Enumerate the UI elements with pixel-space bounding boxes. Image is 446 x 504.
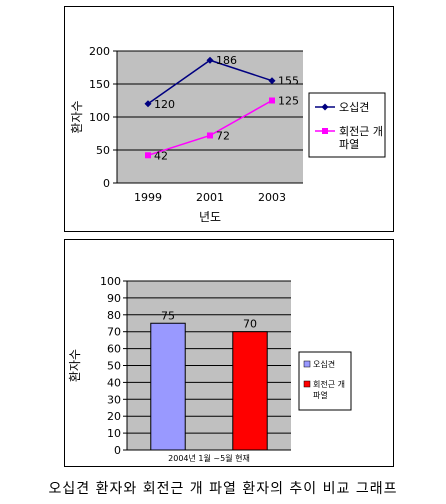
y-axis-label: 환자수 — [70, 100, 84, 133]
bar-chart-panel: 0 10 20 30 40 50 60 70 80 90 100 75 70 2004년 1월 ~5월 현… — [64, 239, 394, 467]
y-axis-label: 환자수 — [68, 349, 82, 382]
y-tick-label: 50 — [107, 360, 121, 373]
y-tick-label: 40 — [107, 376, 121, 389]
data-label: 75 — [161, 309, 175, 322]
data-point — [268, 77, 276, 85]
data-label: 120 — [154, 98, 175, 111]
legend-label: 오십견 — [313, 359, 335, 369]
legend-swatch — [303, 380, 311, 388]
y-tick-label: 50 — [96, 144, 110, 157]
legend-label: 파열 — [339, 138, 359, 151]
data-point — [144, 100, 152, 108]
data-label: 70 — [243, 318, 257, 331]
bar — [150, 322, 186, 451]
data-point — [206, 56, 214, 64]
legend-label: 파열 — [313, 391, 328, 400]
x-axis-label: 2004년 1월 ~5월 현재 — [168, 453, 250, 463]
data-point — [145, 152, 151, 159]
y-tick-label: 0 — [103, 177, 110, 190]
data-label: 155 — [278, 75, 299, 88]
legend-swatch — [303, 360, 311, 368]
legend-marker — [321, 103, 329, 111]
line-chart-panel: 0 50 100 150 200 1999 2001 2003 년도 환자수 120 186 155 42… — [64, 6, 394, 232]
figure-caption: 오십견 환자와 회전근 개 파열 환자의 추이 비교 그래프 — [48, 481, 398, 497]
y-tick-label: 0 — [114, 444, 121, 457]
y-tick-label: 70 — [107, 326, 121, 339]
x-tick-label: 1999 — [134, 191, 162, 204]
data-point — [207, 132, 213, 139]
y-tick-label: 150 — [89, 78, 110, 91]
data-label: 72 — [216, 129, 230, 142]
data-label: 186 — [216, 54, 237, 67]
y-tick-label: 100 — [89, 111, 110, 124]
bar — [232, 331, 268, 451]
y-tick-label: 60 — [107, 343, 121, 356]
y-tick-label: 10 — [107, 427, 121, 440]
y-tick-label: 20 — [107, 410, 121, 423]
data-point — [269, 97, 275, 104]
y-tick-label: 30 — [107, 393, 121, 406]
x-tick-label: 2001 — [196, 191, 224, 204]
line-chart: 0 50 100 150 200 1999 2001 2003 년도 환자수 120 186 155 42… — [70, 45, 386, 224]
y-tick-label: 90 — [107, 292, 121, 305]
legend-marker — [322, 128, 328, 134]
data-label: 42 — [154, 149, 168, 162]
bar-chart: 0 10 20 30 40 50 60 70 80 90 100 75 70 2004년 1월 ~5월 현… — [68, 275, 352, 463]
y-tick-label: 100 — [100, 275, 121, 288]
legend-box — [308, 92, 386, 158]
y-tick-label: 200 — [89, 45, 110, 58]
x-axis-label: 년도 — [199, 210, 221, 224]
legend-label: 오십견 — [339, 101, 369, 114]
data-label: 125 — [278, 95, 299, 108]
y-tick-label: 80 — [107, 309, 121, 322]
legend-label: 회전근 개 — [313, 379, 345, 389]
x-tick-label: 2003 — [258, 191, 286, 204]
legend-label: 회전근 개 — [339, 125, 383, 138]
